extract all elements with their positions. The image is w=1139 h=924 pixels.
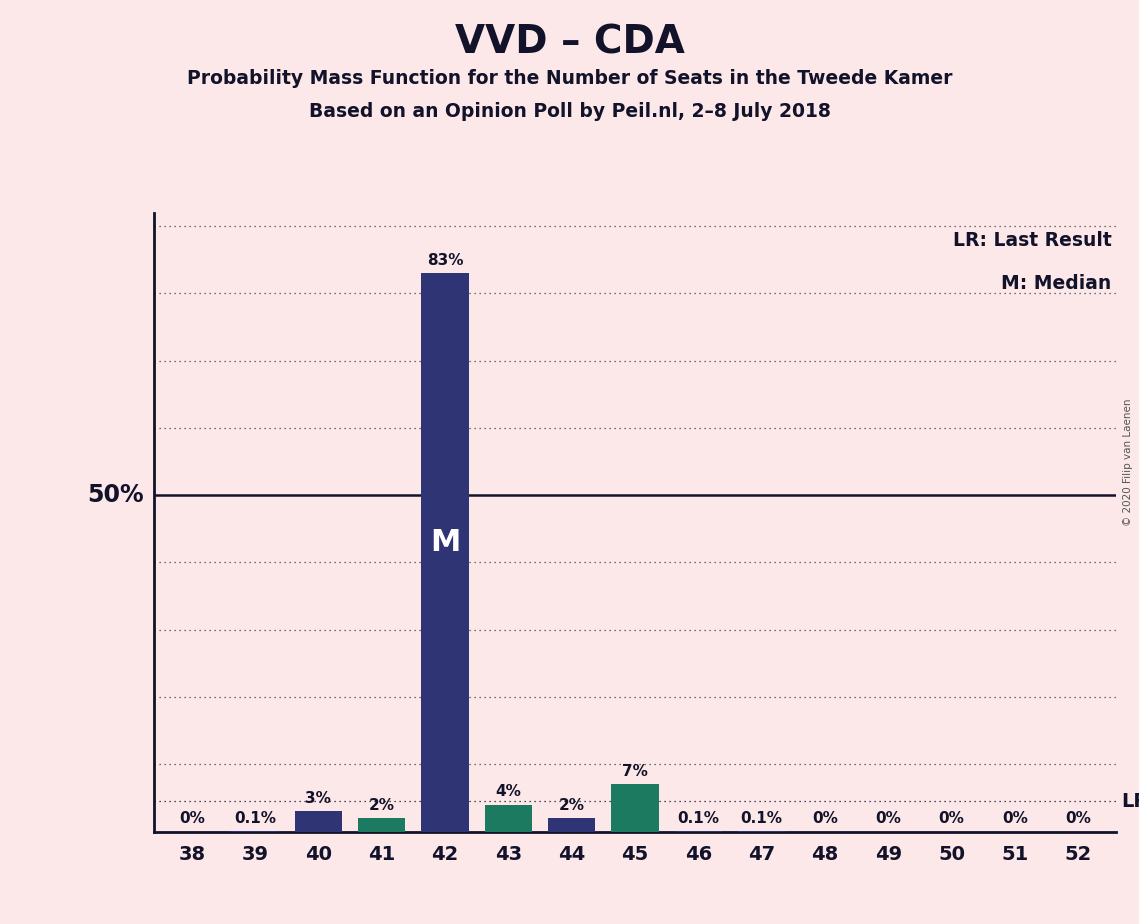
Text: 0%: 0% bbox=[179, 811, 205, 826]
Text: 83%: 83% bbox=[427, 252, 464, 268]
Text: M: M bbox=[429, 528, 460, 557]
Text: Probability Mass Function for the Number of Seats in the Tweede Kamer: Probability Mass Function for the Number… bbox=[187, 69, 952, 89]
Text: M: Median: M: Median bbox=[1001, 274, 1112, 294]
Text: 0.1%: 0.1% bbox=[235, 810, 276, 825]
Text: 0.1%: 0.1% bbox=[678, 810, 720, 825]
Text: LR: LR bbox=[1121, 792, 1139, 811]
Text: 0%: 0% bbox=[1065, 811, 1091, 826]
Text: 0%: 0% bbox=[1002, 811, 1027, 826]
Bar bbox=[295, 811, 342, 832]
Bar bbox=[421, 274, 469, 832]
Text: 50%: 50% bbox=[88, 483, 145, 507]
Text: 0%: 0% bbox=[876, 811, 901, 826]
Bar bbox=[358, 818, 405, 832]
Text: © 2020 Filip van Laenen: © 2020 Filip van Laenen bbox=[1123, 398, 1133, 526]
Bar bbox=[548, 818, 596, 832]
Text: VVD – CDA: VVD – CDA bbox=[454, 23, 685, 61]
Text: 4%: 4% bbox=[495, 784, 522, 799]
Text: LR: Last Result: LR: Last Result bbox=[952, 231, 1112, 250]
Bar bbox=[484, 805, 532, 832]
Text: Based on an Opinion Poll by Peil.nl, 2–8 July 2018: Based on an Opinion Poll by Peil.nl, 2–8… bbox=[309, 102, 830, 121]
Text: 7%: 7% bbox=[622, 764, 648, 779]
Text: 2%: 2% bbox=[369, 797, 395, 813]
Text: 3%: 3% bbox=[305, 791, 331, 806]
Text: 0%: 0% bbox=[812, 811, 838, 826]
Text: 0.1%: 0.1% bbox=[740, 810, 782, 825]
Text: 0%: 0% bbox=[939, 811, 965, 826]
Bar bbox=[612, 784, 658, 832]
Text: 2%: 2% bbox=[558, 797, 584, 813]
